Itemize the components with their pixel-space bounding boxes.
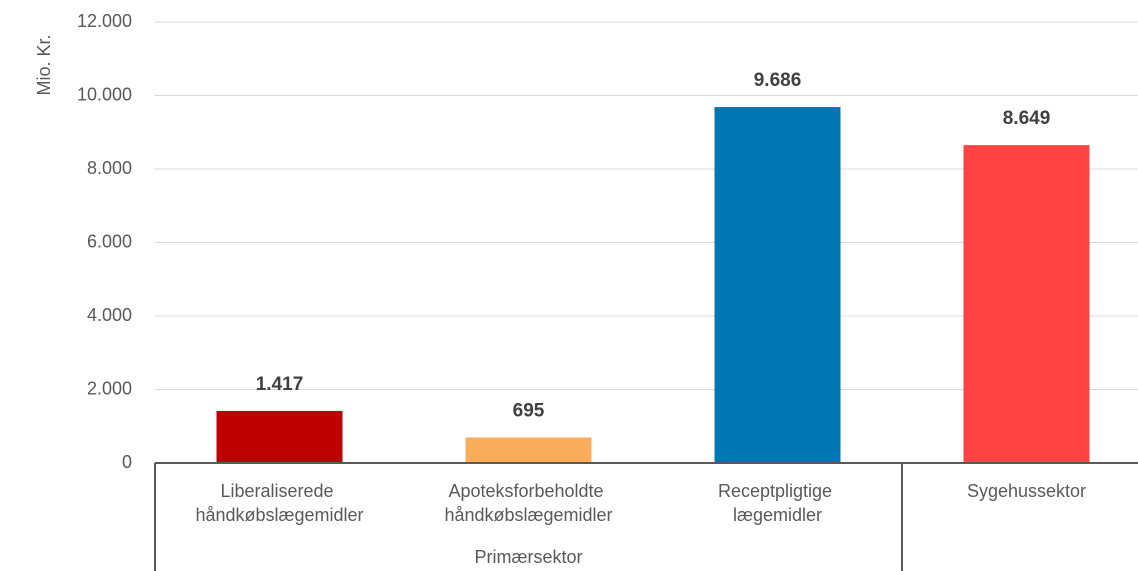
value-label: 8.649 xyxy=(1003,108,1051,129)
value-label: 1.417 xyxy=(256,374,304,395)
x-tick-label: Apoteksforbeholdte håndkøbslægemidler xyxy=(444,481,612,525)
y-tick-label: 0 xyxy=(122,452,132,472)
y-tick-label: 6.000 xyxy=(87,231,132,251)
bar xyxy=(963,145,1090,464)
group-label: Primærsektor xyxy=(474,547,582,567)
y-axis-label: Mio. Kr. xyxy=(34,34,54,95)
bar xyxy=(465,437,592,463)
x-tick-label: Sygehussektor xyxy=(967,481,1086,501)
y-tick-label: 10.000 xyxy=(77,84,132,104)
value-label: 695 xyxy=(513,400,545,421)
y-tick-label: 12.000 xyxy=(77,11,132,31)
y-tick-label: 8.000 xyxy=(87,158,132,178)
x-tick-label: Receptpligtige lægemidler xyxy=(718,481,837,525)
bar xyxy=(714,107,841,464)
bar xyxy=(216,410,343,463)
x-tick-label: Liberaliserede håndkøbslægemidler xyxy=(195,481,363,525)
value-label: 9.686 xyxy=(754,70,802,91)
y-tick-label: 2.000 xyxy=(87,378,132,398)
y-tick-label: 4.000 xyxy=(87,305,132,325)
